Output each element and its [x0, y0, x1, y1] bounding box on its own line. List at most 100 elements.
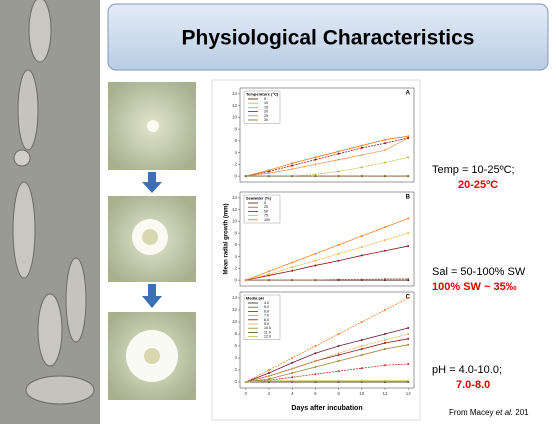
data-point	[407, 175, 409, 177]
data-point	[361, 175, 363, 177]
data-point	[384, 175, 386, 177]
y-tick-label: 12	[232, 307, 238, 312]
data-point	[338, 153, 340, 155]
finding: pH = 4.0-10.0;	[432, 364, 502, 376]
legend-label: 30	[264, 118, 268, 122]
data-point	[361, 147, 363, 149]
data-point	[268, 380, 270, 382]
citation-text: 201	[513, 408, 529, 417]
data-point	[361, 235, 363, 237]
legend-label: 12.0	[264, 335, 271, 339]
data-point	[268, 169, 270, 171]
petri-photos	[108, 82, 196, 400]
legend-title: Temperature (°C)	[246, 92, 279, 97]
data-point	[361, 348, 363, 350]
data-point	[314, 159, 316, 161]
finding-highlight: 7.0-8.0	[456, 379, 490, 391]
data-point	[268, 372, 270, 374]
data-point	[407, 327, 409, 329]
data-point	[338, 253, 340, 255]
data-point	[361, 367, 363, 369]
data-point	[314, 264, 316, 266]
data-point	[361, 321, 363, 323]
data-point	[384, 339, 386, 341]
x-axis-label: Days after incubation	[291, 405, 362, 412]
x-tick-label: 10	[359, 391, 365, 396]
data-point	[245, 381, 247, 383]
finding: Temp = 10-25ºC;	[432, 164, 515, 176]
panel-label: A	[406, 91, 411, 97]
data-point	[407, 156, 409, 158]
data-point	[361, 354, 363, 356]
data-point	[407, 297, 409, 299]
slide: Physiological Characteristics 0246810121…	[0, 0, 556, 424]
data-point	[314, 352, 316, 354]
micrograph	[0, 0, 100, 424]
data-point	[268, 175, 270, 177]
data-point	[384, 149, 386, 151]
data-point	[314, 366, 316, 368]
data-point	[291, 380, 293, 382]
data-point	[361, 246, 363, 248]
slide-title: Physiological Characteristics	[182, 27, 475, 50]
data-point	[384, 309, 386, 311]
data-point	[314, 373, 316, 375]
data-point	[291, 266, 293, 268]
data-point	[407, 232, 409, 234]
y-tick-label: 10	[232, 115, 238, 120]
data-point	[338, 159, 340, 161]
data-point	[291, 162, 293, 164]
data-point	[407, 137, 409, 139]
data-point	[245, 279, 247, 281]
y-tick-label: 12	[232, 103, 238, 108]
data-point	[314, 253, 316, 255]
data-point	[407, 333, 409, 335]
y-tick-label: 10	[232, 319, 238, 324]
data-point	[361, 254, 363, 256]
data-point	[384, 139, 386, 141]
data-point	[314, 360, 316, 362]
legend-title: Seawater (%)	[246, 196, 272, 201]
data-point	[384, 250, 386, 252]
data-point	[407, 278, 409, 280]
data-point	[338, 150, 340, 152]
data-point	[338, 360, 340, 362]
data-point	[291, 168, 293, 170]
data-point	[338, 260, 340, 262]
data-point	[338, 345, 340, 347]
data-point	[338, 380, 340, 382]
data-point	[338, 170, 340, 172]
data-point	[384, 142, 386, 144]
data-point	[384, 364, 386, 366]
data-point	[361, 339, 363, 341]
y-tick-label: 10	[232, 219, 238, 224]
data-point	[245, 175, 247, 177]
data-point	[361, 380, 363, 382]
data-point	[407, 245, 409, 247]
data-point	[291, 279, 293, 281]
y-tick-label: 12	[232, 207, 238, 212]
data-point	[314, 163, 316, 165]
data-point	[407, 363, 409, 365]
finding: Sal = 50-100% SW	[432, 266, 526, 278]
data-point	[314, 260, 316, 262]
data-point	[314, 345, 316, 347]
x-tick-label: 14	[406, 391, 412, 396]
data-point	[384, 333, 386, 335]
data-point	[314, 380, 316, 382]
y-tick-label: 14	[232, 195, 238, 200]
y-axis-label: Mean radial growth (mm)	[224, 203, 230, 274]
data-point	[384, 162, 386, 164]
data-point	[268, 378, 270, 380]
data-point	[361, 145, 363, 147]
data-point	[407, 135, 409, 137]
data-point	[291, 262, 293, 264]
data-point	[338, 279, 340, 281]
data-point	[268, 375, 270, 377]
data-point	[268, 273, 270, 275]
data-point	[361, 154, 363, 156]
data-point	[268, 279, 270, 281]
data-point	[361, 166, 363, 168]
finding-highlight: 100% SW ~ 35‰	[432, 281, 517, 293]
citation-text: From Macey	[449, 408, 496, 417]
